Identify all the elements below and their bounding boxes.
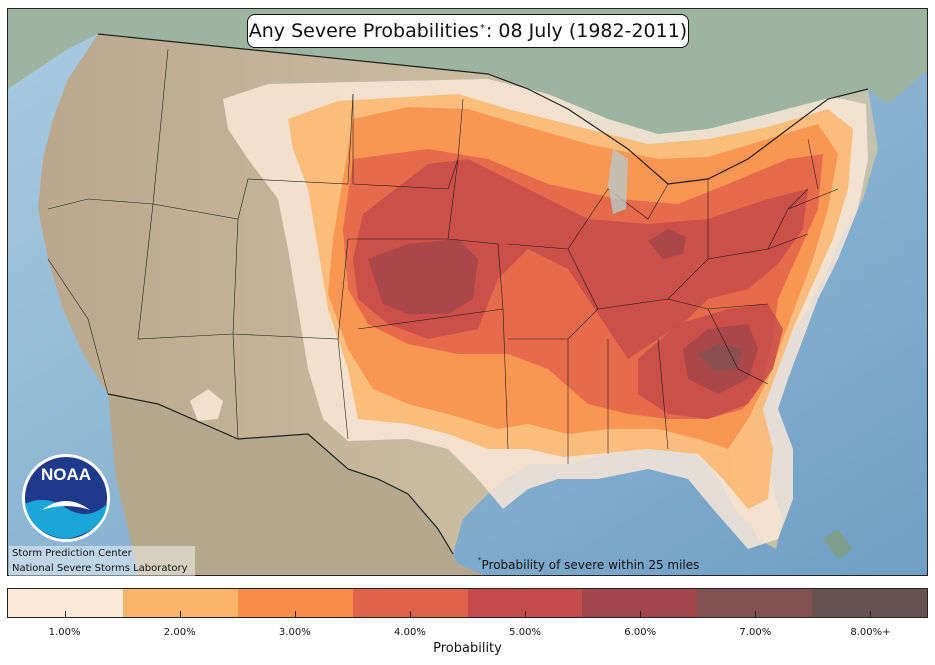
colorbar-tick-label: 1.00%	[48, 627, 81, 638]
map-panel	[7, 8, 928, 576]
colorbar-swatch	[8, 589, 123, 617]
colorbar-labels: 1.00% 2.00% 3.00% 4.00% 5.00% 6.00% 7.00% 8.00%…	[7, 627, 928, 638]
colorbar-tick-label: 2.00%	[163, 627, 196, 638]
colorbar-tick	[410, 611, 412, 617]
colorbar-swatch	[582, 589, 698, 617]
colorbar-tick	[524, 611, 526, 617]
footnote-marker: *	[478, 556, 482, 564]
noaa-logo: NOAA	[22, 454, 110, 542]
colorbar-tick-label: 5.00%	[509, 627, 541, 638]
state-boundaries	[47, 33, 869, 555]
colorbar-tick-label: 8.00%+	[850, 627, 891, 638]
colorbar-axis-label: Probability	[433, 641, 502, 656]
colorbar-tick-label: 6.00%	[624, 627, 657, 638]
contour-5pct	[353, 159, 808, 359]
bahamas-islands	[823, 529, 853, 559]
title-main: Any Severe Probabilities	[248, 20, 479, 42]
contour-1pct-southwest	[190, 389, 223, 421]
colorbar-tick	[754, 611, 756, 617]
map-title: Any Severe Probabilities * : 08 July (19…	[247, 14, 689, 48]
title-marker: *	[479, 22, 485, 34]
colorbar-swatch	[237, 589, 353, 617]
colorbar-tick	[65, 611, 67, 617]
colorbar-tick	[869, 611, 871, 617]
title-suffix: : 08 July (1982-2011)	[485, 20, 688, 42]
credit-spc: Storm Prediction Center	[12, 548, 132, 559]
colorbar-swatch	[467, 589, 583, 617]
footnote: *Probability of severe within 25 miles	[478, 556, 700, 572]
colorbar-tick-label: 4.00%	[394, 627, 426, 638]
mexico-landmass	[108, 394, 484, 575]
credit-nssl: National Severe Storms Laboratory	[12, 563, 188, 574]
colorbar-swatch	[352, 589, 468, 617]
colorbar-swatch	[812, 589, 927, 617]
contour-7pct	[698, 344, 743, 371]
colorbar	[7, 588, 928, 618]
probability-contours	[190, 79, 868, 549]
lake-michigan	[608, 149, 628, 214]
footnote-text: Probability of severe within 25 miles	[481, 558, 700, 572]
colorbar-tick-label: 3.00%	[278, 627, 311, 638]
colorbar-tick	[295, 611, 297, 617]
colorbar-tick	[639, 611, 641, 617]
contour-6pct	[368, 239, 478, 314]
credits: Storm Prediction Center National Severe …	[9, 546, 195, 576]
probability-map	[8, 9, 927, 575]
colorbar-tick-label: 7.00%	[739, 627, 772, 638]
colorbar-swatch	[697, 589, 813, 617]
colorbar-tick	[180, 611, 182, 617]
colorbar-swatch	[122, 589, 238, 617]
contour-6pct-ohio	[648, 229, 686, 259]
noaa-logo-text: NOAA	[41, 465, 91, 484]
